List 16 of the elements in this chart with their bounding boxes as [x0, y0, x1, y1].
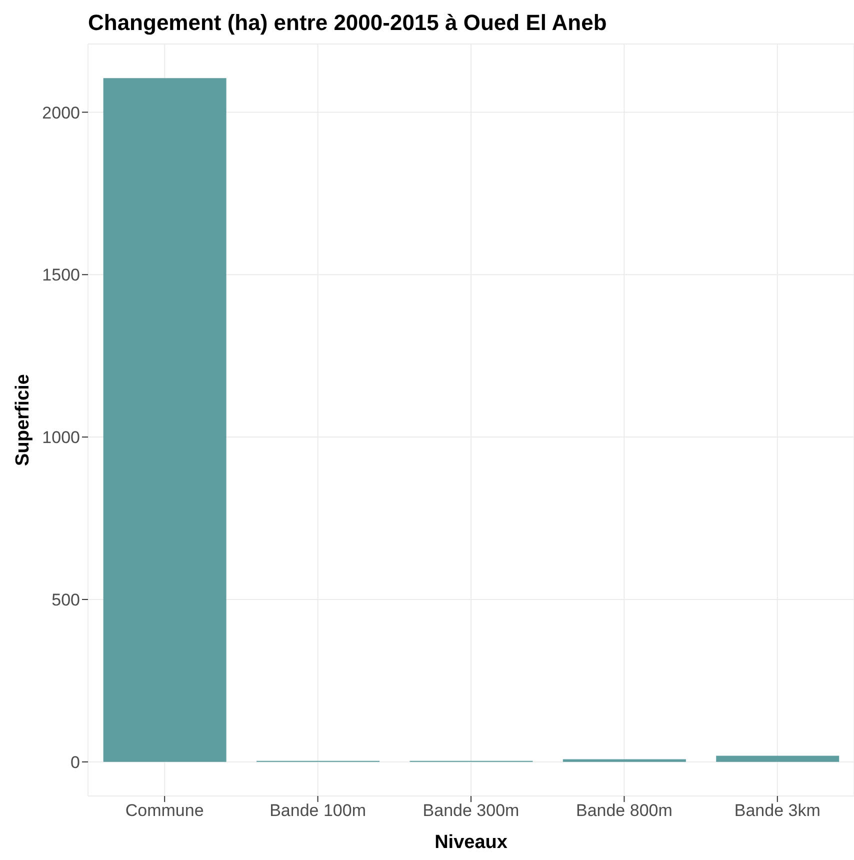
- x-tick-label: Bande 800m: [576, 801, 672, 820]
- x-tick-label: Bande 300m: [422, 801, 520, 820]
- bar: [562, 759, 686, 762]
- y-tick-label: 1000: [42, 428, 80, 448]
- y-tick-label: 500: [52, 590, 80, 610]
- bar: [716, 756, 840, 762]
- y-tick-label: 1500: [42, 266, 80, 285]
- x-tick-label: Bande 100m: [270, 801, 366, 820]
- y-axis-title: Superficie: [12, 374, 34, 466]
- chart-title: Changement (ha) entre 2000-2015 à Oued El Aneb: [87, 9, 608, 37]
- bar: [103, 78, 226, 762]
- x-tick-label: Commune: [125, 801, 204, 820]
- y-tick-label: 0: [70, 752, 80, 772]
- x-axis-title: Niveaux: [434, 832, 508, 853]
- y-tick-label: 2000: [42, 103, 80, 122]
- x-tick-label: Bande 3km: [734, 801, 820, 820]
